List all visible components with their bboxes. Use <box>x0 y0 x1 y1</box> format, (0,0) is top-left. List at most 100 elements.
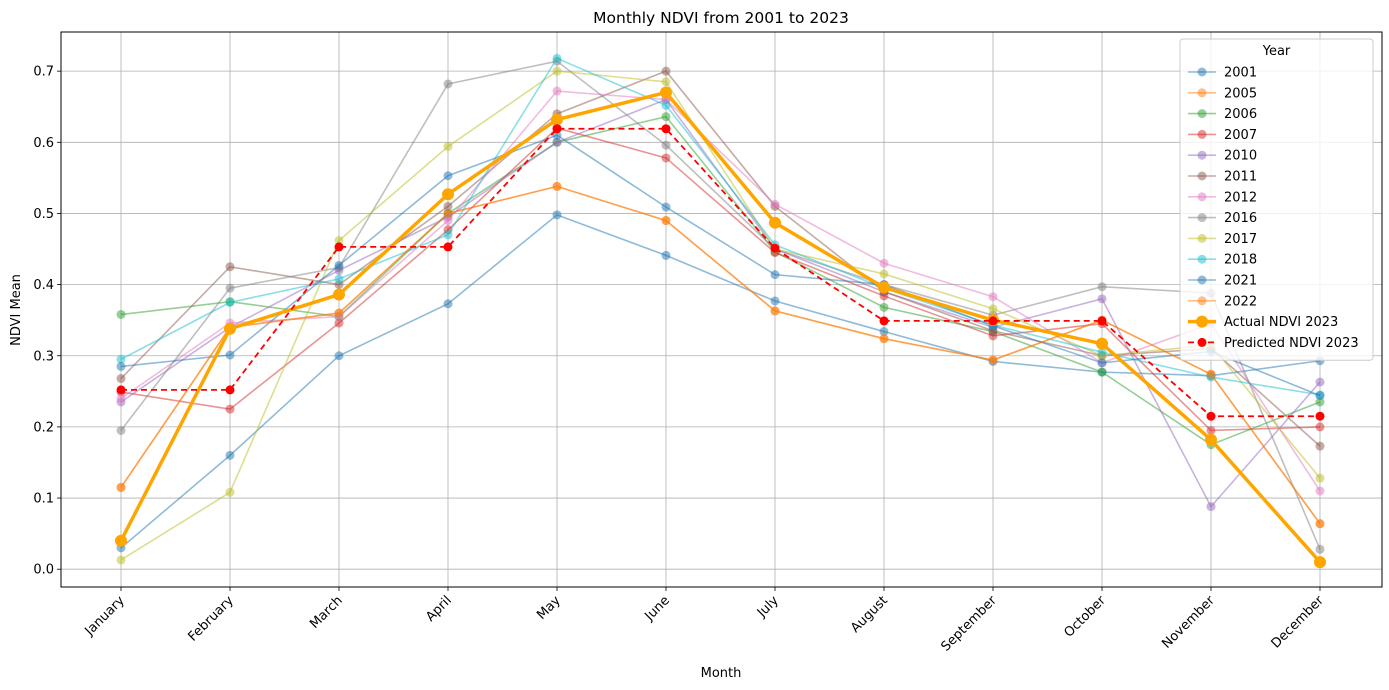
data-point <box>552 66 562 76</box>
data-point <box>443 242 453 252</box>
legend-item: 2005 <box>1188 86 1257 101</box>
data-point <box>334 308 344 318</box>
data-point <box>1206 411 1216 421</box>
y-tick-label: 0.0 <box>33 563 54 578</box>
data-point <box>225 487 235 497</box>
legend-label: Predicted NDVI 2023 <box>1224 336 1359 351</box>
data-point <box>552 124 562 134</box>
data-point <box>1315 397 1325 407</box>
x-tick-label: November <box>1159 593 1218 652</box>
data-point <box>1315 391 1325 401</box>
data-point <box>1206 369 1216 379</box>
data-point <box>443 299 453 309</box>
data-point <box>443 230 453 240</box>
data-point <box>879 334 889 344</box>
legend-marker <box>1197 109 1207 119</box>
x-tick-label: July <box>754 593 782 621</box>
data-point <box>116 354 126 364</box>
series-line <box>120 185 1321 525</box>
data-point <box>334 242 344 252</box>
data-point <box>661 66 671 76</box>
data-point <box>661 77 671 87</box>
data-point <box>1097 282 1107 292</box>
data-point <box>660 86 672 99</box>
x-tick-label: February <box>185 593 237 645</box>
series-line <box>119 90 1322 564</box>
x-tick-label: April <box>423 593 455 625</box>
legend-item: 2007 <box>1188 128 1257 143</box>
data-point <box>879 327 889 337</box>
data-point <box>1315 519 1325 529</box>
data-point <box>661 100 671 110</box>
data-point <box>116 425 126 435</box>
legend-marker <box>1197 233 1207 243</box>
legend-label: 2016 <box>1224 211 1257 226</box>
data-point <box>116 393 126 403</box>
data-point <box>1315 377 1325 387</box>
data-point <box>661 140 671 150</box>
data-point <box>225 262 235 272</box>
x-tick-label: March <box>307 593 346 632</box>
series-line <box>120 70 1321 561</box>
data-point <box>225 297 235 307</box>
data-point <box>1097 358 1107 368</box>
legend-label: 2017 <box>1224 232 1257 247</box>
legend-item: 2001 <box>1188 66 1257 81</box>
data-point <box>879 258 889 268</box>
legend-title: Year <box>1262 44 1291 59</box>
plot-frame <box>60 31 1383 588</box>
legend-marker <box>1197 213 1207 223</box>
data-point <box>334 318 344 328</box>
data-point <box>116 374 126 384</box>
x-axis-title: Month <box>701 666 742 681</box>
data-point <box>1315 411 1325 421</box>
series-line <box>121 127 1320 418</box>
series-line <box>120 98 1321 509</box>
grid <box>61 32 1382 587</box>
data-point <box>879 302 889 312</box>
data-point <box>552 210 562 220</box>
legend-box <box>1179 38 1374 361</box>
legend-label: 2022 <box>1224 294 1257 309</box>
y-tick-label: 0.7 <box>33 65 54 80</box>
legend-label: 2011 <box>1224 170 1257 185</box>
data-point <box>770 270 780 280</box>
series-2006 <box>116 112 1325 450</box>
data-point <box>443 79 453 89</box>
data-point <box>878 281 890 294</box>
legend-label: 2010 <box>1224 149 1257 164</box>
data-point <box>443 171 453 181</box>
data-point <box>116 482 126 492</box>
data-point <box>1314 556 1326 569</box>
series-line <box>120 213 1321 549</box>
data-point <box>443 201 453 211</box>
data-point <box>661 216 671 226</box>
y-tick-label: 0.6 <box>33 136 54 151</box>
data-point <box>334 260 344 270</box>
y-axis-title: NDVI Mean <box>9 274 24 346</box>
series-line <box>120 115 1321 446</box>
data-point <box>1206 425 1216 435</box>
x-tick-label: June <box>641 593 672 624</box>
series-layer <box>115 53 1326 569</box>
data-point <box>225 283 235 293</box>
legend-label: 2012 <box>1224 190 1257 205</box>
legend-item: 2022 <box>1188 294 1257 309</box>
legend-label: 2007 <box>1224 128 1257 143</box>
data-point <box>1315 473 1325 483</box>
data-point <box>225 404 235 414</box>
legend-item: Predicted NDVI 2023 <box>1188 336 1359 351</box>
data-point <box>988 304 998 314</box>
series-2017 <box>116 66 1325 565</box>
x-tick-label: December <box>1269 593 1328 652</box>
data-point <box>116 555 126 565</box>
legend-marker <box>1197 275 1207 285</box>
data-point <box>224 322 236 335</box>
legend-label: Actual NDVI 2023 <box>1224 315 1338 330</box>
series-line <box>120 127 1321 432</box>
y-tick-label: 0.3 <box>33 349 54 364</box>
data-point <box>225 385 235 395</box>
data-point <box>661 124 671 134</box>
legend-item: 2006 <box>1188 107 1257 122</box>
